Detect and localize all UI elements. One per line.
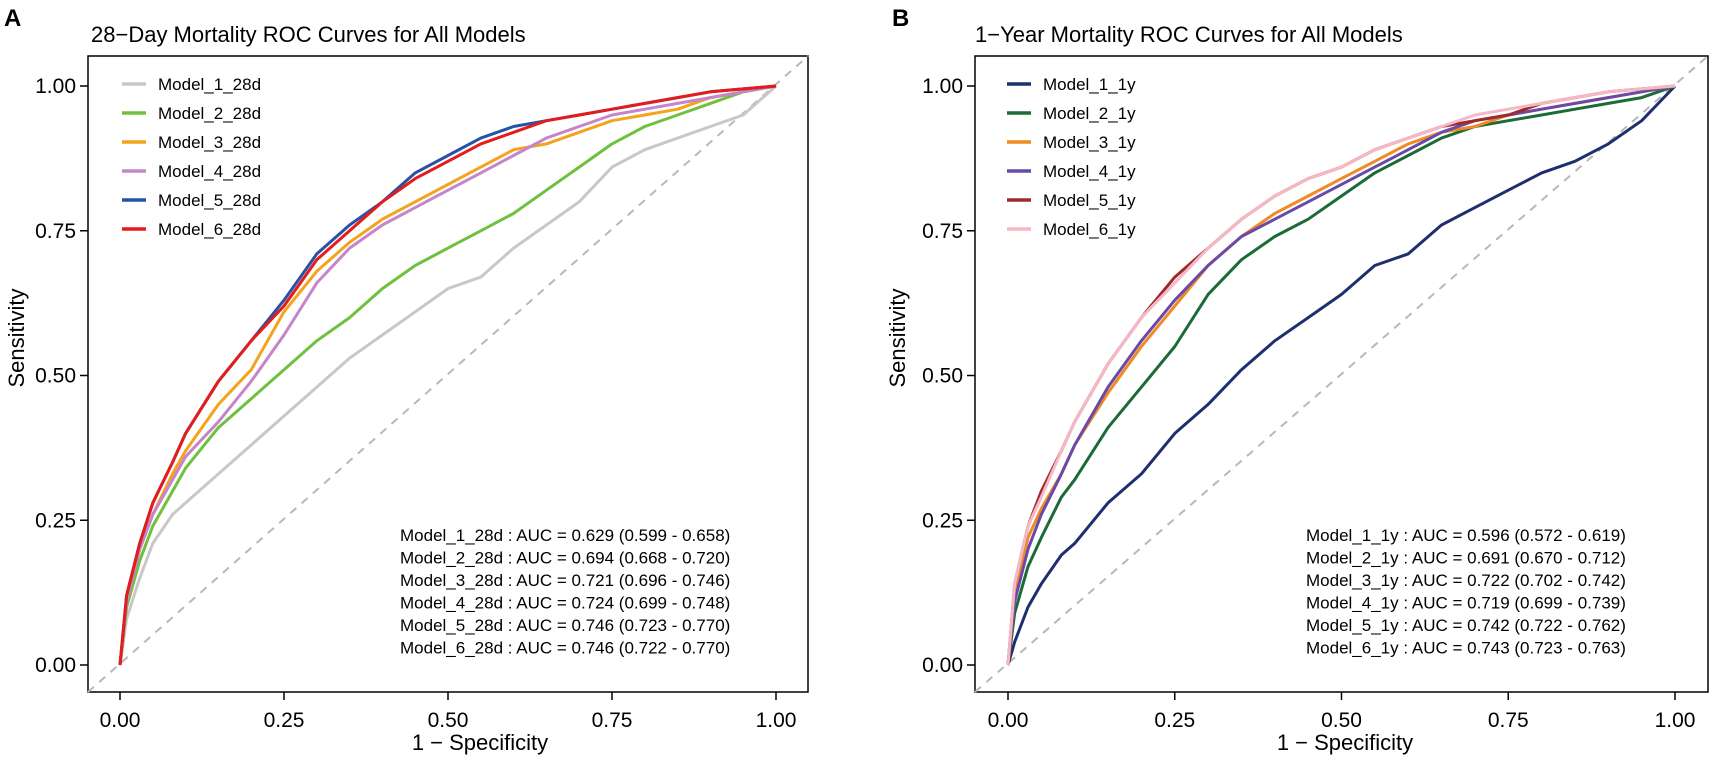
- roc-curve-model-3-28d: [118, 84, 777, 666]
- panel-a: A 28−Day Mortality ROC Curves for All Mo…: [4, 5, 809, 755]
- diagonal-line: [87, 55, 809, 693]
- roc-curve-model-1-28d: [118, 84, 777, 666]
- panel-letter-a: A: [4, 5, 21, 32]
- y-tick-label: 1.00: [922, 75, 963, 98]
- y-tick-label: 0.25: [35, 509, 76, 532]
- legend-label: Model_4_28d: [158, 162, 261, 181]
- legend-label: Model_2_28d: [158, 104, 261, 123]
- auc-label: Model_2_28d : AUC = 0.694 (0.668 - 0.720…: [400, 549, 730, 568]
- legend-label: Model_3_28d: [158, 133, 261, 152]
- auc-annotations-b: Model_1_1y : AUC = 0.596 (0.572 - 0.619)…: [1306, 526, 1626, 658]
- chart-title-b: 1−Year Mortality ROC Curves for All Mode…: [975, 22, 1403, 47]
- x-tick-label: 0.50: [428, 709, 469, 732]
- legend-b: Model_1_1y Model_2_1y Model_3_1y Model_4_1y…: [1007, 75, 1136, 239]
- legend-label: Model_1_28d: [158, 75, 261, 94]
- legend-label: Model_6_28d: [158, 220, 261, 239]
- chart-title-a: 28−Day Mortality ROC Curves for All Mode…: [91, 22, 526, 47]
- y-axis-label-a: Sensitivity: [4, 288, 29, 387]
- x-tick-label: 0.50: [1321, 709, 1362, 732]
- panel-b: B 1−Year Mortality ROC Curves for All Mo…: [885, 5, 1709, 755]
- panel-letter-b: B: [892, 5, 909, 32]
- legend-label: Model_5_28d: [158, 191, 261, 210]
- roc-curve-model-2-1y: [1006, 84, 1676, 666]
- roc-curve-model-4-28d: [118, 84, 777, 666]
- auc-label: Model_1_28d : AUC = 0.629 (0.599 - 0.658…: [400, 526, 730, 545]
- auc-label: Model_2_1y : AUC = 0.691 (0.670 - 0.712): [1306, 549, 1626, 568]
- diagonal-line: [974, 55, 1709, 693]
- y-tick-label: 0.75: [922, 220, 963, 243]
- x-axis-label-a: 1 − Specificity: [412, 730, 548, 755]
- legend-label: Model_6_1y: [1043, 220, 1136, 239]
- auc-label: Model_1_1y : AUC = 0.596 (0.572 - 0.619): [1306, 526, 1626, 545]
- auc-label: Model_3_1y : AUC = 0.722 (0.702 - 0.742): [1306, 571, 1626, 590]
- auc-label: Model_6_28d : AUC = 0.746 (0.722 - 0.770…: [400, 639, 730, 658]
- x-tick-label: 0.00: [100, 709, 141, 732]
- y-tick-label: 0.00: [35, 654, 76, 677]
- roc-curves-a: [118, 84, 777, 666]
- roc-curve-model-1-1y: [1006, 84, 1677, 666]
- x-tick-label: 0.25: [1154, 709, 1195, 732]
- legend-a: Model_1_28d Model_2_28d Model_3_28d Model_4…: [122, 75, 261, 239]
- legend-label: Model_2_1y: [1043, 104, 1136, 123]
- legend-label: Model_3_1y: [1043, 133, 1136, 152]
- x-axis-label-b: 1 − Specificity: [1277, 730, 1413, 755]
- x-tick-label: 1.00: [1655, 709, 1696, 732]
- y-axis-ticks-b: 0.00 0.25 0.50 0.75 1.00: [922, 75, 975, 677]
- roc-curves-b: [1006, 84, 1677, 666]
- y-tick-label: 0.00: [922, 654, 963, 677]
- y-tick-label: 0.50: [35, 365, 76, 388]
- y-tick-label: 1.00: [35, 75, 76, 98]
- legend-label: Model_1_1y: [1043, 75, 1136, 94]
- auc-label: Model_4_1y : AUC = 0.719 (0.699 - 0.739): [1306, 594, 1626, 613]
- x-tick-label: 0.75: [592, 709, 633, 732]
- auc-label: Model_6_1y : AUC = 0.743 (0.723 - 0.763): [1306, 639, 1626, 658]
- auc-label: Model_5_1y : AUC = 0.742 (0.722 - 0.762): [1306, 616, 1626, 635]
- roc-curve-model-2-28d: [118, 84, 777, 666]
- auc-label: Model_5_28d : AUC = 0.746 (0.723 - 0.770…: [400, 616, 730, 635]
- x-axis-ticks-b: 0.00 0.25 0.50 0.75 1.00: [988, 692, 1696, 732]
- x-tick-label: 0.25: [264, 709, 305, 732]
- auc-annotations-a: Model_1_28d : AUC = 0.629 (0.599 - 0.658…: [400, 526, 730, 658]
- auc-label: Model_4_28d : AUC = 0.724 (0.699 - 0.748…: [400, 594, 730, 613]
- diagonal-reference-b: [974, 55, 1709, 693]
- roc-curve-model-6-28d: [118, 84, 777, 666]
- y-tick-label: 0.25: [922, 509, 963, 532]
- y-tick-label: 0.75: [35, 220, 76, 243]
- x-axis-ticks-a: 0.00 0.25 0.50 0.75 1.00: [100, 692, 797, 732]
- y-axis-ticks-a: 0.00 0.25 0.50 0.75 1.00: [35, 75, 88, 677]
- legend-label: Model_4_1y: [1043, 162, 1136, 181]
- roc-curve-model-6-1y: [1006, 84, 1676, 666]
- x-tick-label: 0.75: [1488, 709, 1529, 732]
- y-axis-label-b: Sensitivity: [885, 288, 910, 387]
- roc-curve-model-4-1y: [1006, 84, 1676, 666]
- legend-label: Model_5_1y: [1043, 191, 1136, 210]
- auc-label: Model_3_28d : AUC = 0.721 (0.696 - 0.746…: [400, 571, 730, 590]
- y-tick-label: 0.50: [922, 365, 963, 388]
- x-tick-label: 1.00: [756, 709, 797, 732]
- diagonal-reference-a: [87, 55, 809, 693]
- x-tick-label: 0.00: [988, 709, 1029, 732]
